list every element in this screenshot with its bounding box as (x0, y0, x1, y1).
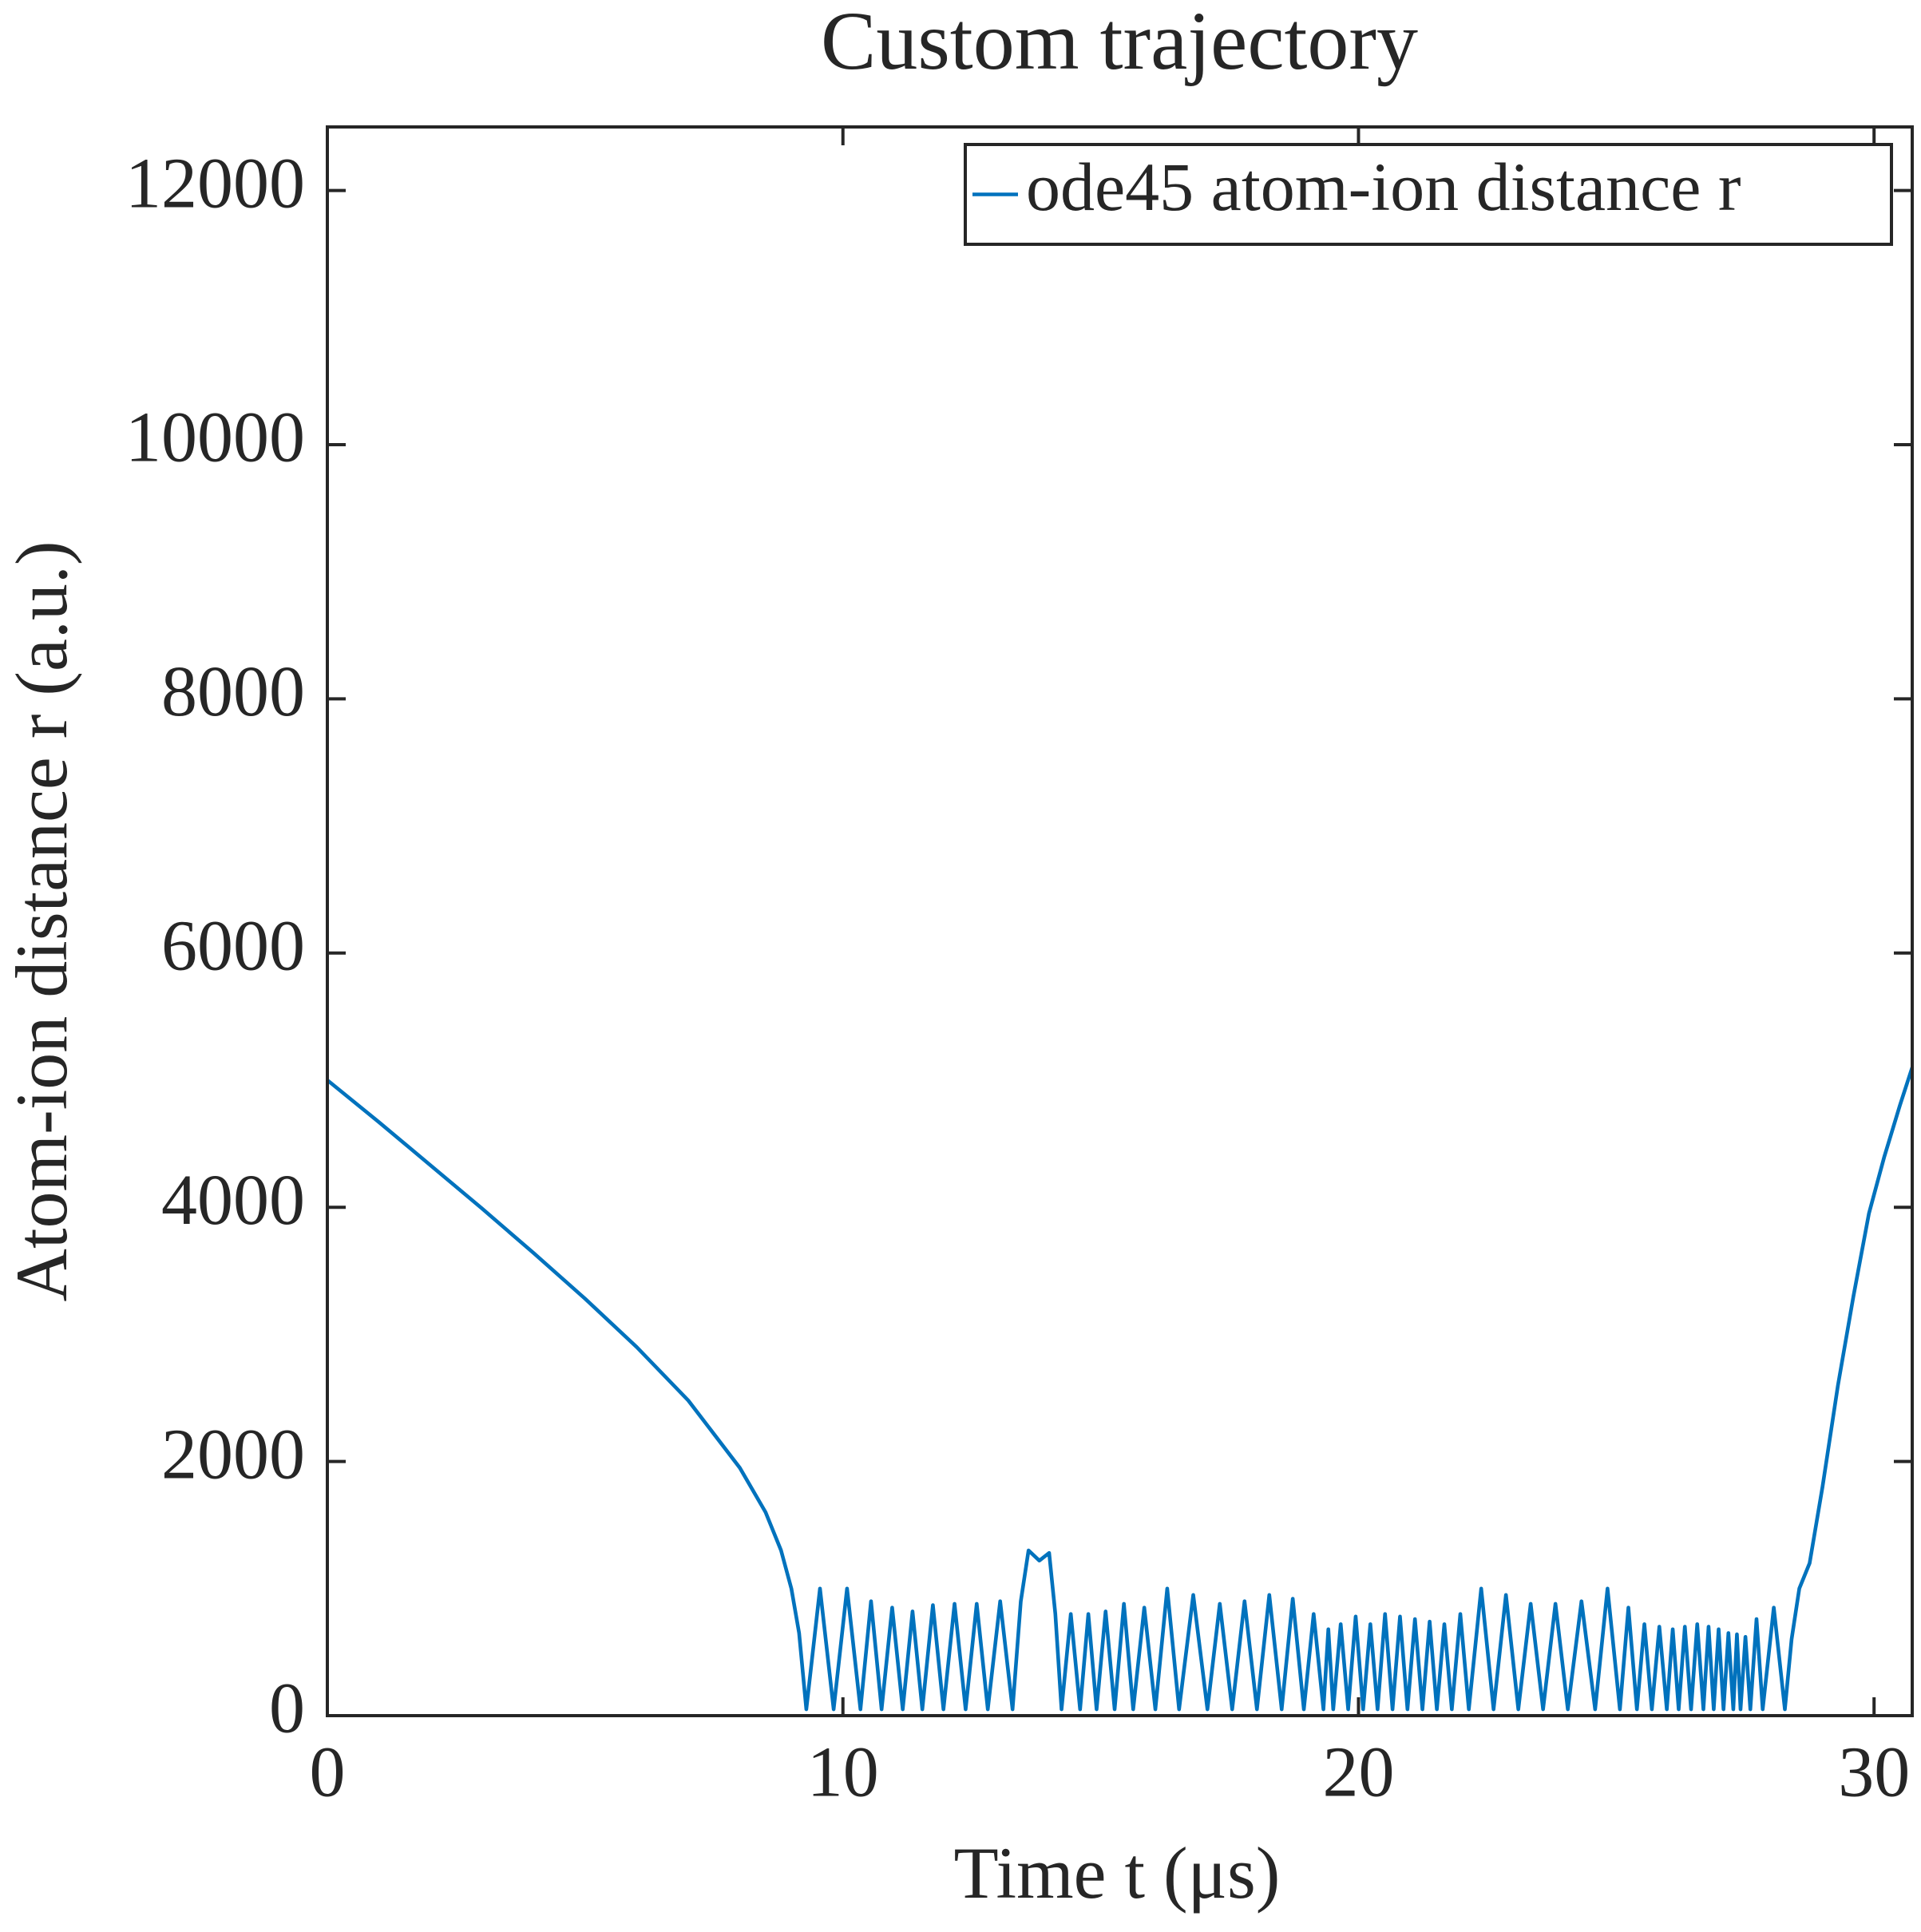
data-line (326, 1067, 1915, 1712)
y-axis-label: Atom-ion distance r (a.u.) (1, 541, 82, 1302)
x-tick-label: 20 (1322, 1733, 1394, 1812)
x-tick-label: 0 (310, 1733, 346, 1812)
y-tick-label: 2000 (161, 1415, 305, 1494)
y-tick-label: 6000 (161, 906, 305, 985)
x-axis-label: Time t (μs) (954, 1832, 1281, 1914)
chart-title: Custom trajectory (821, 0, 1418, 87)
y-tick-label: 12000 (125, 144, 305, 223)
y-tick-label: 4000 (161, 1161, 305, 1240)
x-tick-label: 30 (1838, 1733, 1910, 1812)
y-tick-label: 0 (269, 1669, 305, 1748)
y-tick-label: 10000 (125, 398, 305, 477)
legend-box (964, 143, 1893, 246)
plot-frame (326, 125, 1914, 1717)
legend-label: ode45 atom-ion distance r (1026, 148, 1741, 225)
y-tick-label: 8000 (161, 652, 305, 731)
x-tick-label: 10 (807, 1733, 879, 1812)
